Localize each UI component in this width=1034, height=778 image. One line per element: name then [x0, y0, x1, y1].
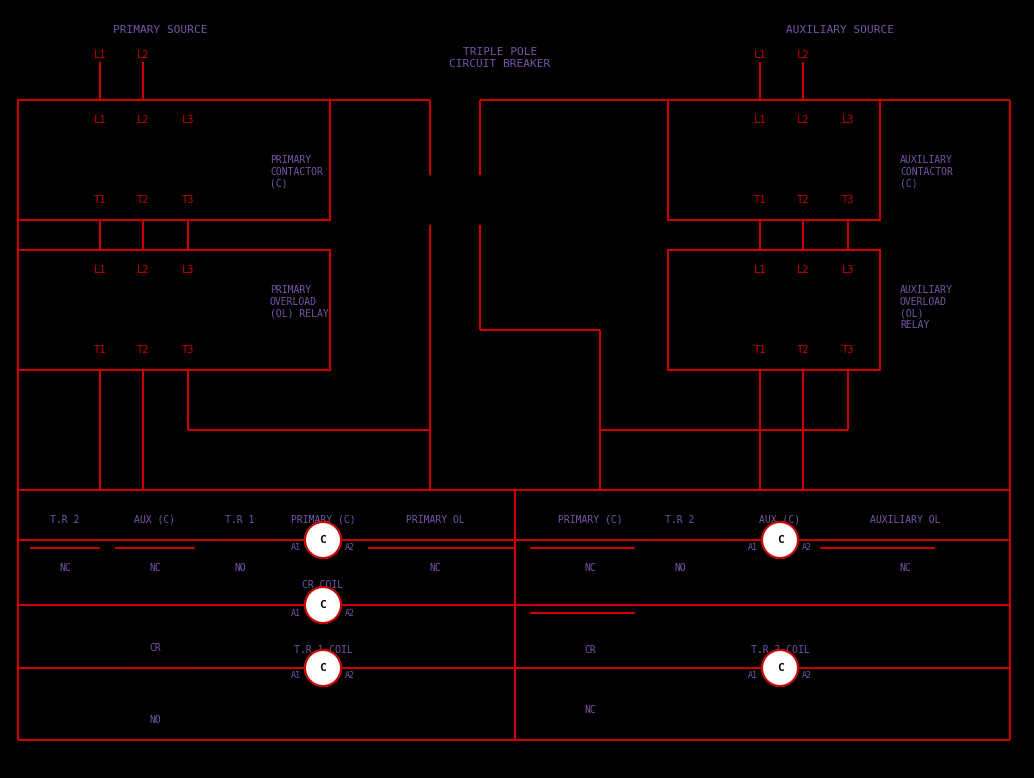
Text: L1: L1	[94, 50, 107, 60]
Text: C: C	[320, 663, 327, 673]
Bar	[668, 250, 880, 370]
Text: L1: L1	[94, 115, 107, 125]
Circle shape	[762, 522, 798, 558]
Text: A2: A2	[802, 671, 812, 681]
Text: A2: A2	[802, 544, 812, 552]
Text: AUXILIARY
OVERLOAD
(OL)
RELAY: AUXILIARY OVERLOAD (OL) RELAY	[900, 285, 953, 330]
Text: A1: A1	[291, 671, 301, 681]
Text: T2: T2	[797, 345, 810, 355]
Text: L2: L2	[136, 50, 149, 60]
Text: AUXILIARY SOURCE: AUXILIARY SOURCE	[786, 25, 894, 35]
Text: T.R 2 COIL: T.R 2 COIL	[751, 645, 810, 655]
Text: T.R 2: T.R 2	[665, 515, 695, 525]
Circle shape	[305, 587, 341, 623]
Text: C: C	[777, 535, 784, 545]
Text: CR: CR	[584, 645, 596, 655]
Text: T2: T2	[797, 195, 810, 205]
Text: PRIMARY
OVERLOAD
(OL) RELAY: PRIMARY OVERLOAD (OL) RELAY	[270, 285, 329, 318]
Circle shape	[305, 522, 341, 558]
Bar	[668, 100, 880, 220]
Text: T3: T3	[182, 345, 194, 355]
Text: AUXILIARY OL: AUXILIARY OL	[870, 515, 940, 525]
Text: NC: NC	[584, 705, 596, 715]
Text: PRIMARY
CONTACTOR
(C): PRIMARY CONTACTOR (C)	[270, 155, 323, 188]
Text: AUX (C): AUX (C)	[759, 515, 800, 525]
Text: T3: T3	[842, 345, 854, 355]
Text: L1: L1	[94, 265, 107, 275]
Circle shape	[305, 650, 341, 686]
Text: T1: T1	[754, 195, 766, 205]
Text: NC: NC	[429, 563, 440, 573]
Text: PRIMARY (C): PRIMARY (C)	[557, 515, 622, 525]
Text: AUXILIARY
CONTACTOR
(C): AUXILIARY CONTACTOR (C)	[900, 155, 953, 188]
Text: T.R 1 COIL: T.R 1 COIL	[294, 645, 353, 655]
Text: T1: T1	[94, 195, 107, 205]
Text: PRIMARY SOURCE: PRIMARY SOURCE	[113, 25, 207, 35]
Text: L3: L3	[842, 115, 854, 125]
Text: NC: NC	[900, 563, 911, 573]
Text: A1: A1	[748, 544, 758, 552]
Text: T.R 1: T.R 1	[225, 515, 254, 525]
Text: L1: L1	[754, 265, 766, 275]
Text: T2: T2	[136, 195, 149, 205]
Text: PRIMARY OL: PRIMARY OL	[405, 515, 464, 525]
Circle shape	[762, 650, 798, 686]
Text: CR COIL: CR COIL	[302, 580, 343, 590]
Text: NO: NO	[674, 563, 686, 573]
Text: NC: NC	[149, 563, 161, 573]
Text: T.R 2: T.R 2	[51, 515, 80, 525]
Text: NC: NC	[59, 563, 71, 573]
Text: CR: CR	[149, 643, 161, 653]
Text: L2: L2	[797, 115, 810, 125]
Bar	[18, 100, 330, 220]
Text: NO: NO	[149, 715, 161, 725]
Bar	[18, 250, 330, 370]
Text: C: C	[777, 663, 784, 673]
Text: T1: T1	[754, 345, 766, 355]
Text: PRIMARY (C): PRIMARY (C)	[291, 515, 356, 525]
Text: L3: L3	[182, 265, 194, 275]
Text: L1: L1	[754, 50, 766, 60]
Text: AUX (C): AUX (C)	[134, 515, 176, 525]
Text: NC: NC	[584, 563, 596, 573]
Text: L2: L2	[136, 265, 149, 275]
Text: A2: A2	[345, 671, 355, 681]
Text: A1: A1	[291, 608, 301, 618]
Text: A1: A1	[748, 671, 758, 681]
Text: L2: L2	[797, 50, 810, 60]
Text: T2: T2	[136, 345, 149, 355]
Text: NO: NO	[234, 563, 246, 573]
Text: TRIPLE POLE
CIRCUIT BREAKER: TRIPLE POLE CIRCUIT BREAKER	[450, 47, 551, 68]
Text: T3: T3	[182, 195, 194, 205]
Text: L3: L3	[842, 265, 854, 275]
Text: L2: L2	[797, 265, 810, 275]
Text: C: C	[320, 600, 327, 610]
Text: L2: L2	[136, 115, 149, 125]
Text: T1: T1	[94, 345, 107, 355]
Text: A1: A1	[291, 544, 301, 552]
Text: L3: L3	[182, 115, 194, 125]
Text: C: C	[320, 535, 327, 545]
Text: T3: T3	[842, 195, 854, 205]
Text: L1: L1	[754, 115, 766, 125]
Text: A2: A2	[345, 608, 355, 618]
Text: A2: A2	[345, 544, 355, 552]
